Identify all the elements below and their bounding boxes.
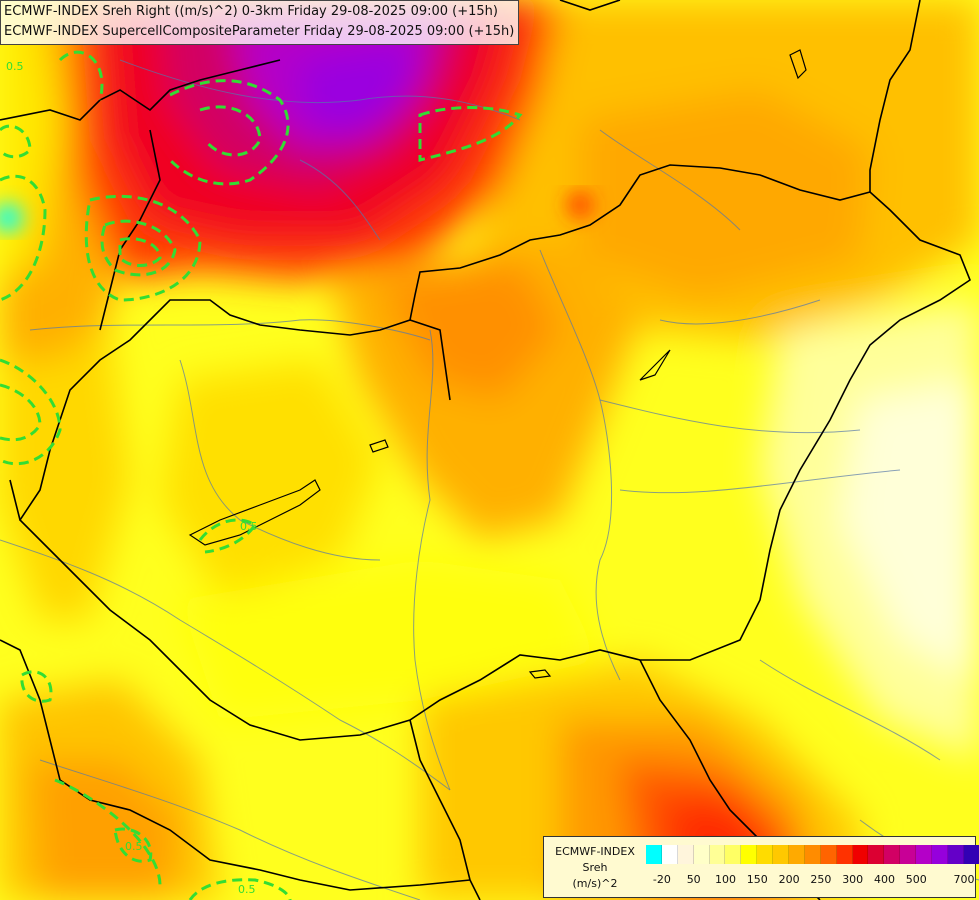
legend-swatch (804, 845, 821, 864)
legend-swatch (773, 845, 790, 864)
contour-labels: 0.5 0.5 0.5 0.5 (6, 60, 258, 896)
legend-tick: 100 (715, 873, 736, 886)
legend-swatch (725, 845, 742, 864)
legend-swatch (884, 845, 901, 864)
map-title-box: ECMWF-INDEX Sreh Right ((m/s)^2) 0-3km F… (0, 0, 520, 45)
legend-swatch (820, 845, 837, 864)
legend-tick: 700 (953, 873, 975, 886)
map-title-scp: ECMWF-INDEX SupercellCompositeParameter … (4, 24, 515, 39)
legend-tick-labels: -20 50 100 150 200 250 300 400 500 700 (646, 873, 975, 889)
river-lines (0, 59, 979, 900)
legend-tick: 500 (905, 873, 927, 886)
legend-swatch (661, 845, 678, 864)
legend-swatch (963, 845, 979, 864)
legend-title-unit: (m/s)^2 (572, 877, 618, 890)
legend-title-param: Sreh (582, 861, 608, 874)
legend-swatch (947, 845, 964, 864)
legend-color-scale (646, 845, 979, 864)
legend-swatch (916, 845, 933, 864)
color-legend: ECMWF-INDEX Sreh (m/s)^2 -20 50 100 150 200 2… (543, 836, 979, 898)
legend-swatch (868, 845, 885, 864)
legend-swatch (677, 845, 694, 864)
legend-tick: 300 (842, 873, 864, 886)
legend-swatch (757, 845, 774, 864)
contour-label: 0.5 (6, 60, 24, 73)
legend-tick: -20 (652, 873, 671, 886)
contour-label: 0.5 (125, 840, 143, 853)
legend-tick: 400 (874, 873, 895, 886)
legend-swatch (932, 845, 948, 864)
legend-swatch (693, 845, 710, 864)
map-title-sreh: ECMWF-INDEX Sreh Right ((m/s)^2) 0-3km F… (4, 4, 498, 19)
contour-label: 0.5 (238, 883, 256, 896)
legend-swatch (741, 845, 758, 864)
legend-tick: 250 (810, 873, 832, 886)
legend-swatch (709, 845, 726, 864)
scp-contours (0, 50, 523, 900)
legend-swatch (852, 845, 869, 864)
legend-swatch (789, 845, 805, 864)
legend-title-source: ECMWF-INDEX (555, 845, 635, 858)
legend-tick: 200 (778, 873, 800, 886)
legend-swatch (836, 845, 853, 864)
legend-swatch (646, 845, 662, 864)
legend-tick: 150 (746, 873, 768, 886)
legend-swatch (900, 845, 917, 864)
contour-label: 0.5 (240, 520, 258, 533)
legend-tick: 50 (686, 873, 701, 886)
